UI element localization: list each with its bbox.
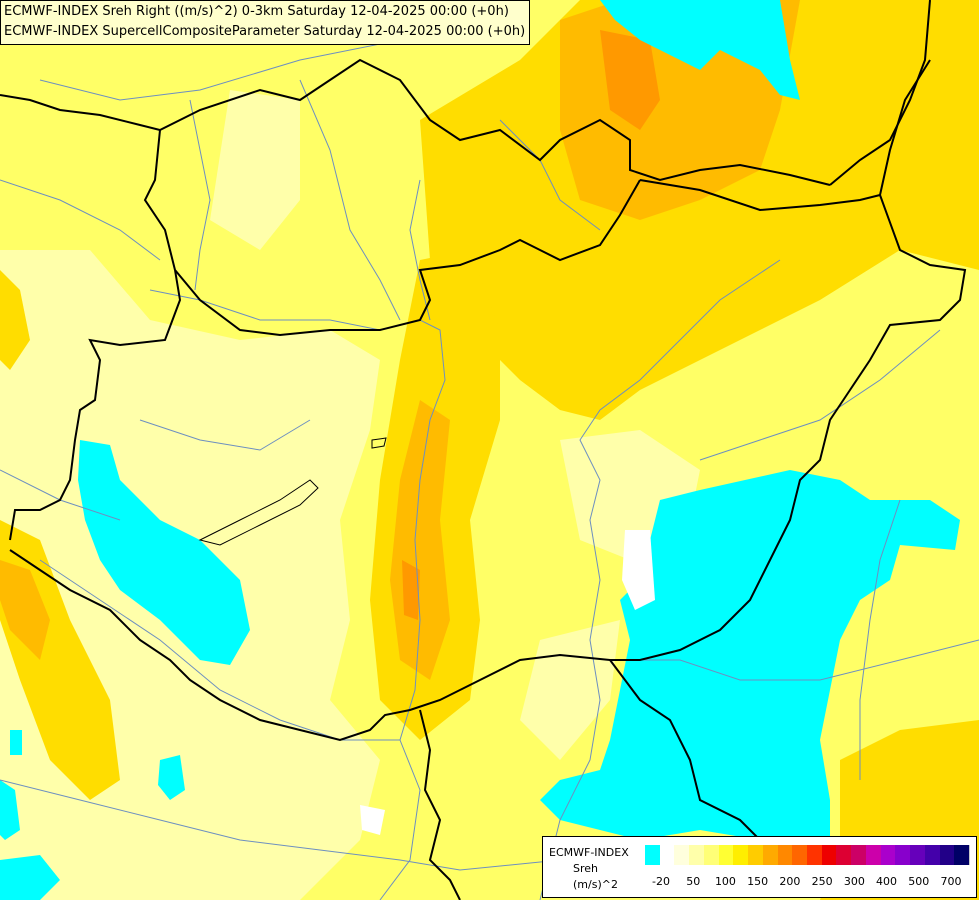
legend-source: ECMWF-INDEX — [549, 846, 629, 859]
legend-swatch — [674, 845, 691, 865]
sreh-low-region-northwest — [210, 90, 300, 250]
legend-swatch — [703, 845, 720, 865]
legend-swatch — [733, 845, 750, 865]
legend-swatch — [939, 845, 956, 865]
border-cz-sk-at — [159, 58, 831, 186]
map-title-box: ECMWF-INDEX Sreh Right ((m/s)^2) 0-3km S… — [0, 0, 531, 45]
rivers — [0, 29, 979, 900]
legend-swatch — [645, 845, 661, 865]
legend-tick-label: 50 — [686, 875, 701, 888]
sreh-white-spot-lake — [360, 805, 385, 835]
legend-swatch — [718, 845, 735, 865]
river-olt — [859, 499, 901, 780]
legend-tick-label: 250 — [811, 875, 833, 888]
legend-tick-label: 400 — [876, 875, 898, 888]
border-cz-pl — [0, 94, 176, 271]
sreh-darkorange-core-north — [600, 30, 660, 130]
legend-swatch — [865, 845, 882, 865]
legend-tick-label: 100 — [714, 875, 736, 888]
border-sk-ua — [639, 179, 881, 212]
legend-tick-label: 700 — [940, 875, 962, 888]
river-morava — [189, 99, 211, 291]
sreh-negative-region-west — [78, 440, 250, 665]
legend-swatch — [851, 845, 867, 865]
sreh-gold-region-north — [420, 0, 979, 420]
border-sk-hu — [174, 179, 641, 337]
sreh-negative-region-north — [600, 0, 800, 100]
legend-swatch — [880, 845, 897, 865]
legend-swatch — [777, 845, 794, 865]
river-vah — [299, 79, 401, 321]
border-ro-ua-east — [879, 59, 931, 196]
border-hr-rs — [419, 709, 461, 900]
legend-tick-label: 500 — [908, 875, 930, 888]
legend-tick-label: -20 — [652, 875, 670, 888]
sreh-negative-spot-bottom — [0, 855, 60, 900]
river-inn — [0, 179, 161, 261]
border-at-hu — [9, 269, 182, 541]
legend-swatch — [895, 845, 912, 865]
river-danube — [149, 289, 446, 900]
legend-swatch — [924, 845, 941, 865]
legend-swatch — [792, 845, 808, 865]
legend-swatch — [836, 845, 853, 865]
river-mures — [620, 639, 979, 681]
border-hu-rs — [9, 549, 611, 742]
river-hron — [409, 179, 431, 321]
legend-unit: (m/s)^2 — [573, 878, 618, 891]
sreh-negative-spot-southwest-2 — [10, 730, 22, 755]
border-hu-ro — [610, 194, 967, 661]
legend-tick-label: 200 — [779, 875, 801, 888]
sreh-gold-region-west-edge — [0, 270, 30, 370]
sreh-negative-spot-south — [158, 755, 185, 800]
legend-tick-label: 150 — [747, 875, 769, 888]
legend-swatch — [910, 845, 926, 865]
sreh-negative-spot-southwest — [0, 780, 20, 840]
legend-swatch — [954, 845, 970, 865]
river-raab — [139, 419, 311, 451]
lake-small — [371, 437, 387, 449]
border-rs-ro — [609, 659, 761, 841]
lake-balaton — [198, 479, 319, 546]
river-vistula — [499, 119, 601, 231]
legend-swatch — [821, 845, 838, 865]
legend-parameter: Sreh — [573, 862, 599, 875]
sreh-white-spot-east — [622, 530, 655, 610]
river-somes — [699, 329, 941, 461]
color-legend: ECMWF-INDEX Sreh (m/s)^2 -20 50 100 150 200 2… — [542, 836, 977, 898]
sreh-low-region-south — [520, 620, 620, 760]
sreh-orange-band-west — [0, 560, 50, 660]
legend-swatch — [689, 845, 705, 865]
legend-swatch — [762, 845, 779, 865]
river-tisza — [539, 259, 781, 900]
legend-swatch — [748, 845, 764, 865]
legend-swatch — [659, 845, 676, 865]
sreh-darkorange-core-center — [402, 560, 420, 620]
legend-tick-label: 300 — [843, 875, 865, 888]
legend-swatch — [807, 845, 823, 865]
map-title-scp: ECMWF-INDEX SupercellCompositeParameter … — [4, 24, 526, 39]
map-title-sreh: ECMWF-INDEX Sreh Right ((m/s)^2) 0-3km S… — [4, 4, 509, 19]
